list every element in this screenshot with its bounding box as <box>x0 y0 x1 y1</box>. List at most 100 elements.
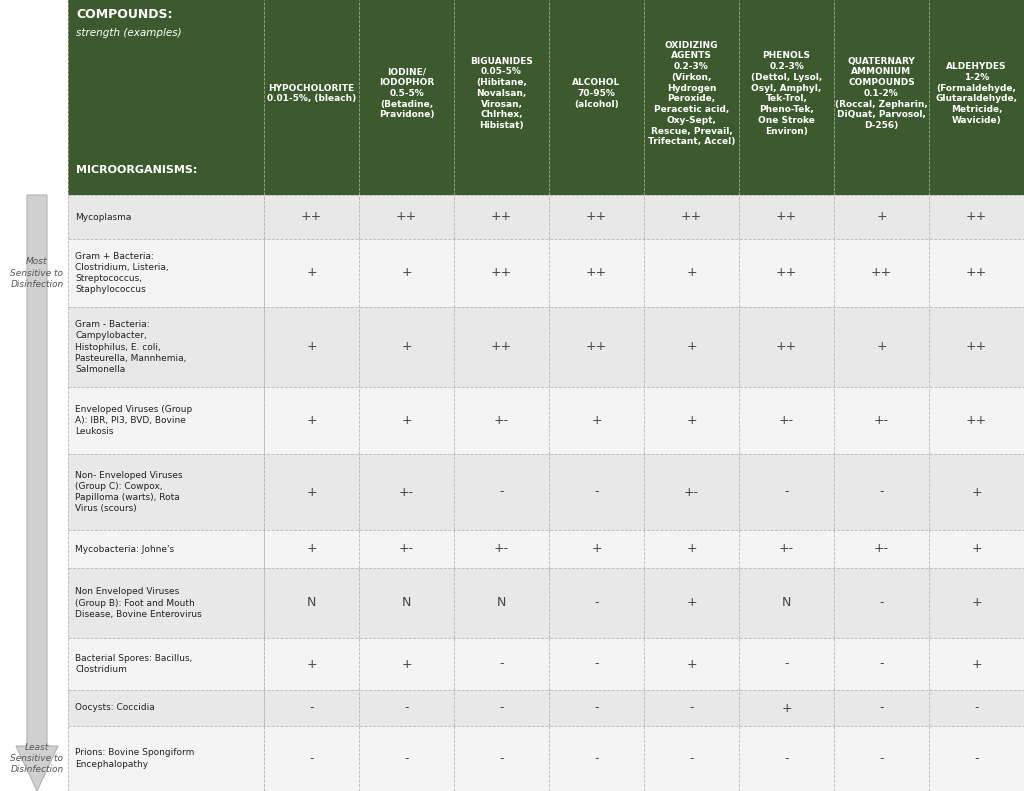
Bar <box>68 726 1024 791</box>
Text: N: N <box>401 596 412 610</box>
Text: +-: +- <box>494 414 509 427</box>
Text: HYPOCHOLORITE
0.01-5%, (bleach): HYPOCHOLORITE 0.01-5%, (bleach) <box>267 84 356 104</box>
Text: +: + <box>971 596 982 610</box>
Text: QUATERNARY
AMMONIUM
COMPOUNDS
0.1-2%
(Roccal, Zepharin,
DiQuat, Parvosol,
D-256): QUATERNARY AMMONIUM COMPOUNDS 0.1-2% (Ro… <box>836 57 928 131</box>
Text: Non- Enveloped Viruses
(Group C): Cowpox,
Papilloma (warts), Rota
Virus (scours): Non- Enveloped Viruses (Group C): Cowpox… <box>75 471 182 513</box>
Text: MICROORGANISMS:: MICROORGANISMS: <box>76 165 198 175</box>
Text: +: + <box>971 657 982 671</box>
Text: ++: ++ <box>966 267 987 279</box>
Text: Bacterial Spores: Bacillus,
Clostridium: Bacterial Spores: Bacillus, Clostridium <box>75 654 193 674</box>
Text: -: - <box>880 657 884 671</box>
Text: OXIDIZING
AGENTS
0.2-3%
(Virkon,
Hydrogen
Peroxide,
Peracetic acid,
Oxy-Sept,
Re: OXIDIZING AGENTS 0.2-3% (Virkon, Hydroge… <box>648 40 735 146</box>
Text: +: + <box>971 543 982 555</box>
Text: +: + <box>306 657 316 671</box>
Text: -: - <box>880 486 884 498</box>
Text: +: + <box>686 267 696 279</box>
Text: +: + <box>877 210 887 224</box>
Text: -: - <box>404 752 409 765</box>
Text: -: - <box>309 702 313 714</box>
Text: -: - <box>594 657 599 671</box>
Text: Mycobacteria: Johne's: Mycobacteria: Johne's <box>75 544 174 554</box>
Bar <box>68 0 1024 195</box>
Text: Least
Sensitive to
Disinfection: Least Sensitive to Disinfection <box>10 743 63 774</box>
Text: +: + <box>877 340 887 354</box>
Text: ++: ++ <box>966 210 987 224</box>
Text: -: - <box>594 596 599 610</box>
Text: ++: ++ <box>396 210 417 224</box>
Text: ++: ++ <box>586 210 607 224</box>
Text: +: + <box>401 267 412 279</box>
Text: PHENOLS
0.2-3%
(Dettol, Lysol,
Osyl, Amphyl,
Tek-Trol,
Pheno-Tek,
One Stroke
Env: PHENOLS 0.2-3% (Dettol, Lysol, Osyl, Amp… <box>751 51 822 135</box>
Text: Gram - Bacteria:
Campylobacter,
Histophilus, E. coli,
Pasteurella, Mannhemia,
Sa: Gram - Bacteria: Campylobacter, Histophi… <box>75 320 186 373</box>
Text: +: + <box>686 657 696 671</box>
Text: ++: ++ <box>870 267 892 279</box>
Text: -: - <box>880 596 884 610</box>
Text: +-: +- <box>494 543 509 555</box>
Text: -: - <box>784 657 788 671</box>
Text: ++: ++ <box>776 210 797 224</box>
Text: +: + <box>686 543 696 555</box>
Text: ALDEHYDES
1-2%
(Formaldehyde,
Glutaraldehyde,
Metricide,
Wavicide): ALDEHYDES 1-2% (Formaldehyde, Glutaralde… <box>936 62 1018 125</box>
Text: +: + <box>971 486 982 498</box>
Text: -: - <box>500 752 504 765</box>
Bar <box>68 690 1024 726</box>
Text: +: + <box>306 267 316 279</box>
Text: +: + <box>591 543 602 555</box>
Text: ++: ++ <box>681 210 702 224</box>
Text: +: + <box>686 340 696 354</box>
Text: N: N <box>497 596 506 610</box>
Bar <box>68 239 1024 307</box>
Text: COMPOUNDS:: COMPOUNDS: <box>76 8 172 21</box>
Text: Non Enveloped Viruses
(Group B): Foot and Mouth
Disease, Bovine Enterovirus: Non Enveloped Viruses (Group B): Foot an… <box>75 588 202 619</box>
Text: -: - <box>404 702 409 714</box>
Bar <box>68 568 1024 638</box>
Text: +: + <box>781 702 792 714</box>
Bar <box>68 387 1024 454</box>
Bar <box>68 307 1024 387</box>
Text: -: - <box>594 486 599 498</box>
Text: -: - <box>500 657 504 671</box>
Text: Mycoplasma: Mycoplasma <box>75 213 131 221</box>
Text: +-: +- <box>779 543 794 555</box>
Text: -: - <box>594 752 599 765</box>
Text: ALCOHOL
70-95%
(alcohol): ALCOHOL 70-95% (alcohol) <box>572 78 621 108</box>
Text: N: N <box>781 596 792 610</box>
Text: +-: +- <box>399 486 414 498</box>
Text: ++: ++ <box>776 267 797 279</box>
Bar <box>68 638 1024 690</box>
Text: ++: ++ <box>490 210 512 224</box>
Text: +: + <box>306 340 316 354</box>
Text: -: - <box>309 752 313 765</box>
Bar <box>68 530 1024 568</box>
Text: ++: ++ <box>966 340 987 354</box>
Text: -: - <box>594 702 599 714</box>
Text: Prions: Bovine Spongiform
Encephalopathy: Prions: Bovine Spongiform Encephalopathy <box>75 748 195 769</box>
Text: +-: +- <box>399 543 414 555</box>
Text: +: + <box>591 414 602 427</box>
Text: ++: ++ <box>776 340 797 354</box>
Text: ++: ++ <box>490 340 512 354</box>
Text: ++: ++ <box>966 414 987 427</box>
Text: Enveloped Viruses (Group
A): IBR, PI3, BVD, Bovine
Leukosis: Enveloped Viruses (Group A): IBR, PI3, B… <box>75 405 193 436</box>
Text: -: - <box>784 486 788 498</box>
Text: BIGUANIDES
0.05-5%
(Hibitane,
Novalsan,
Virosan,
Chlrhex,
Hibistat): BIGUANIDES 0.05-5% (Hibitane, Novalsan, … <box>470 57 532 131</box>
Text: IODINE/
IODOPHOR
0.5-5%
(Betadine,
Pravidone): IODINE/ IODOPHOR 0.5-5% (Betadine, Pravi… <box>379 67 434 119</box>
Text: +-: +- <box>684 486 699 498</box>
Text: -: - <box>500 486 504 498</box>
Text: +: + <box>401 340 412 354</box>
Text: Gram + Bacteria:
Clostridium, Listeria,
Streptococcus,
Staphylococcus: Gram + Bacteria: Clostridium, Listeria, … <box>75 252 169 294</box>
Text: -: - <box>500 702 504 714</box>
Text: +: + <box>306 486 316 498</box>
Text: -: - <box>880 752 884 765</box>
Text: +: + <box>686 596 696 610</box>
Text: -: - <box>880 702 884 714</box>
Text: N: N <box>307 596 316 610</box>
Text: +-: +- <box>873 543 889 555</box>
Text: -: - <box>784 752 788 765</box>
Text: -: - <box>974 702 979 714</box>
Text: ++: ++ <box>586 340 607 354</box>
Text: ++: ++ <box>490 267 512 279</box>
Text: +: + <box>306 543 316 555</box>
Text: ++: ++ <box>586 267 607 279</box>
Polygon shape <box>16 195 58 791</box>
